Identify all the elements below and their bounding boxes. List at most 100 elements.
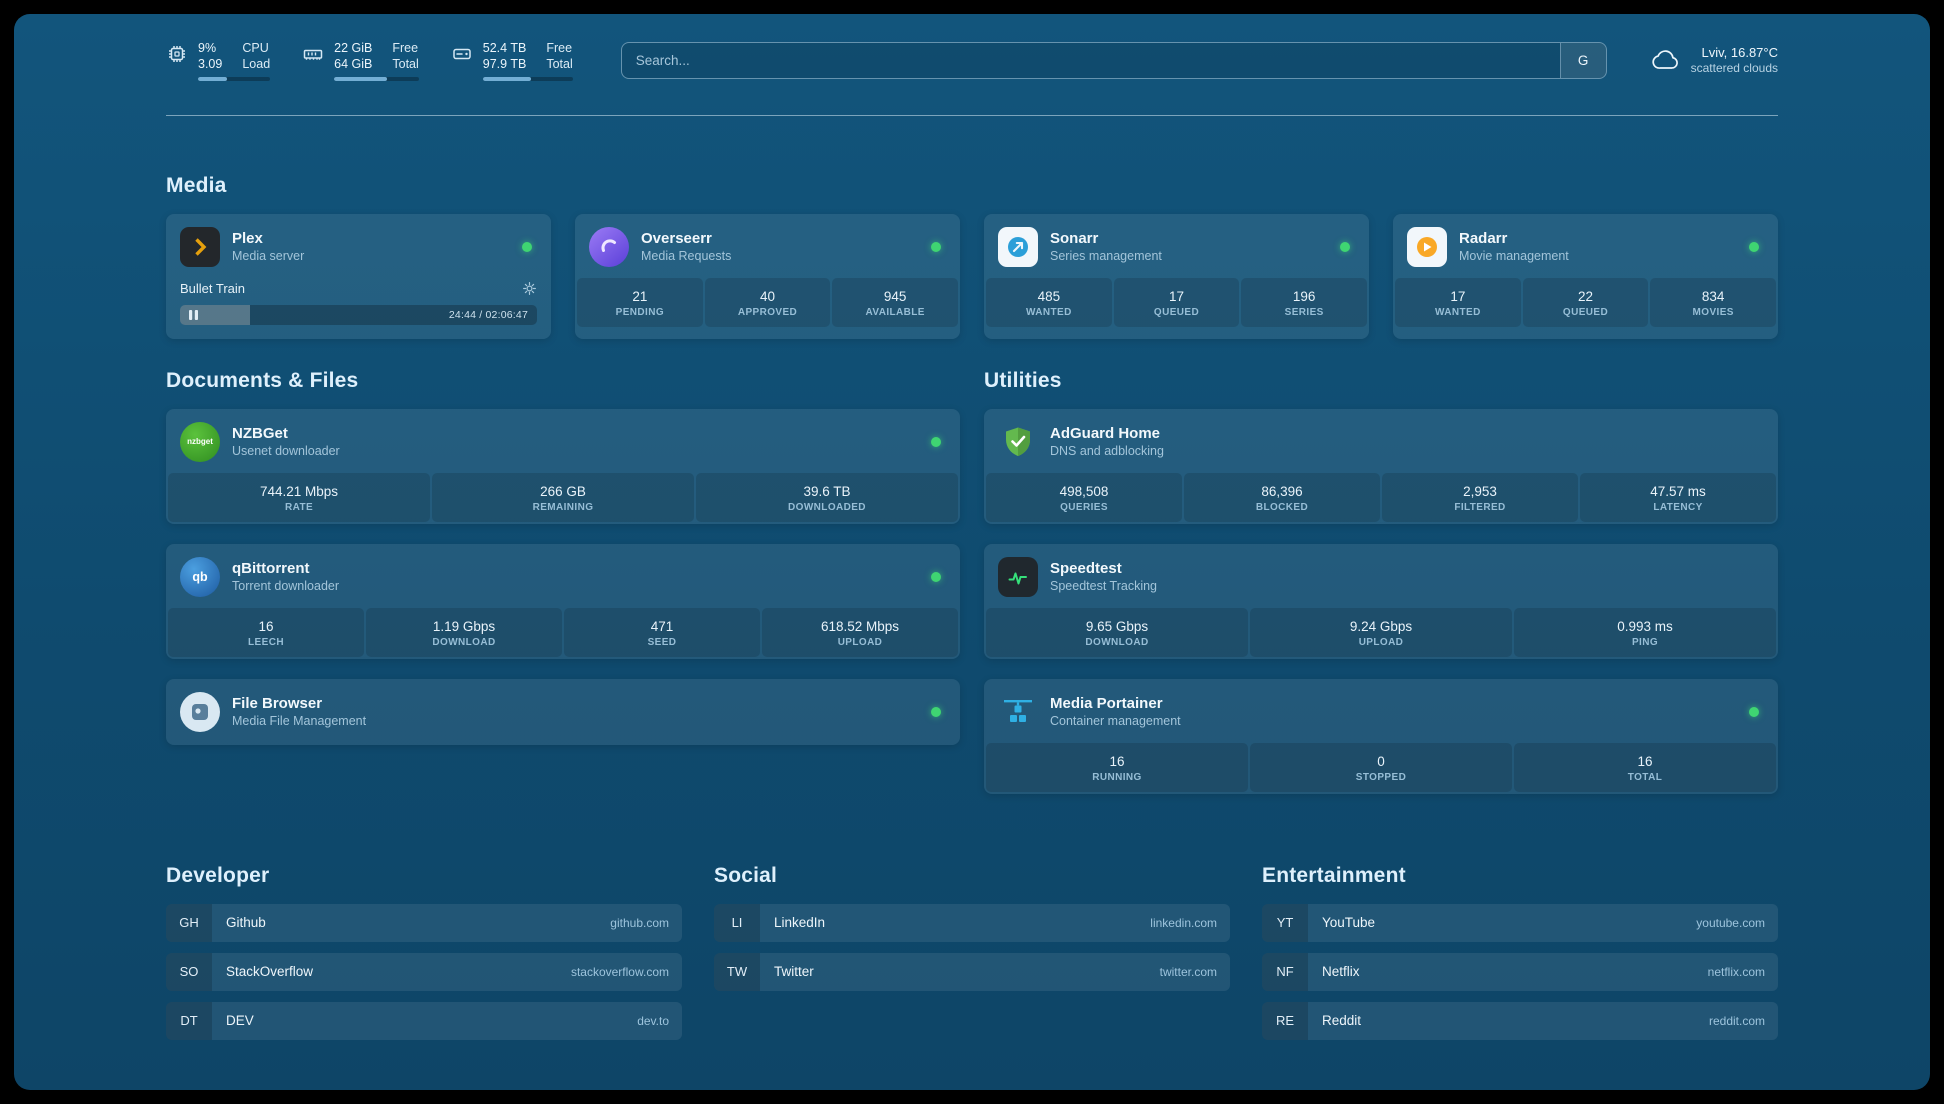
cpu-load-label: Load	[242, 57, 271, 71]
bookmark-group-social: Social LI LinkedIn linkedin.com TW Twitt…	[714, 864, 1230, 1040]
group-title-social: Social	[714, 863, 778, 887]
stat-total: 16 TOTAL	[1514, 742, 1776, 792]
bookmark-abbr: SO	[166, 952, 212, 991]
bookmark-reddit[interactable]: RE Reddit reddit.com	[1262, 1001, 1778, 1040]
radarr-link[interactable]: Radarr Movie management	[1395, 216, 1776, 278]
gear-icon[interactable]	[522, 281, 537, 296]
memory-progress-bar	[334, 77, 419, 81]
status-dot	[1340, 241, 1350, 252]
plex-now-playing: Bullet Train 24:44 / 02:06:47	[168, 278, 549, 337]
bookmark-abbr: GH	[166, 903, 212, 942]
bookmark-domain: stackoverflow.com	[570, 964, 669, 979]
bookmark-youtube[interactable]: YT YouTube youtube.com	[1262, 903, 1778, 942]
stat-filtered: 2,953 FILTERED	[1382, 472, 1578, 522]
service-name: Media Portainer	[1050, 695, 1163, 712]
bookmark-stackoverflow[interactable]: SO StackOverflow stackoverflow.com	[166, 952, 682, 991]
search-provider-button[interactable]: G	[1559, 42, 1606, 78]
bookmark-domain: youtube.com	[1696, 915, 1765, 930]
service-stats: 16 RUNNING 0 STOPPED 16 TOTAL	[986, 742, 1776, 792]
cpu-load: 3.09	[198, 57, 223, 71]
memory-widget: 22 GiB Free 64 GiB Total	[302, 40, 419, 81]
radarr-icon	[1407, 226, 1447, 267]
portainer-link[interactable]: Media Portainer Container management	[986, 681, 1776, 743]
sonarr-link[interactable]: Sonarr Series management	[986, 216, 1367, 278]
service-description: Speedtest Tracking	[1050, 579, 1158, 593]
cpu-progress-fill	[198, 77, 227, 81]
cpu-widget: 9% CPU 3.09 Load	[166, 40, 271, 81]
plex-icon	[180, 226, 220, 267]
service-card-sonarr: Sonarr Series management 485 WANTED 17 Q…	[984, 213, 1369, 339]
bookmark-netflix[interactable]: NF Netflix netflix.com	[1262, 952, 1778, 991]
service-stats: 485 WANTED 17 QUEUED 196 SERIES	[986, 277, 1368, 327]
service-card-plex: Plex Media server Bullet Train	[166, 213, 551, 339]
stat-wanted: 485 WANTED	[986, 277, 1112, 327]
service-name: Radarr	[1459, 230, 1508, 247]
playback-progress-fill	[180, 304, 250, 325]
stat-wanted: 17 WANTED	[1395, 277, 1521, 327]
bookmark-group-developer: Developer GH Github github.com SO StackO…	[166, 864, 682, 1040]
cloud-icon	[1651, 45, 1681, 75]
group-title-media: Media	[166, 173, 227, 197]
bookmark-github[interactable]: GH Github github.com	[166, 903, 682, 942]
adguard-link[interactable]: AdGuard Home DNS and adblocking	[986, 411, 1776, 473]
status-dot	[1749, 706, 1759, 717]
service-stats: 16 LEECH 1.19 Gbps DOWNLOAD 471 SEED 6	[168, 607, 958, 657]
service-description: Media server	[232, 249, 305, 263]
service-name: Speedtest	[1050, 560, 1122, 577]
playback-progress-bar[interactable]: 24:44 / 02:06:47	[180, 304, 537, 325]
stat-upload: 618.52 Mbps UPLOAD	[762, 607, 958, 657]
pause-button[interactable]	[188, 309, 199, 321]
search-bar: G	[620, 41, 1607, 79]
adguard-icon	[998, 422, 1038, 462]
header-divider	[166, 114, 1778, 116]
bookmark-name: StackOverflow	[226, 964, 314, 979]
service-stats: 21 PENDING 40 APPROVED 945 AVAILABLE	[577, 277, 959, 327]
now-playing-title: Bullet Train	[180, 280, 246, 296]
speedtest-link[interactable]: Speedtest Speedtest Tracking	[986, 546, 1776, 608]
overseerr-icon	[589, 226, 629, 267]
stat-available: 945 AVAILABLE	[832, 277, 959, 327]
bookmark-abbr: DT	[166, 1001, 212, 1040]
bookmark-abbr: YT	[1262, 903, 1308, 942]
bookmark-domain: reddit.com	[1708, 1013, 1765, 1028]
status-dot	[522, 241, 532, 252]
nzbget-link[interactable]: nzbget NZBGet Usenet downloader	[168, 411, 958, 473]
service-name: qBittorrent	[232, 560, 310, 577]
status-dot	[931, 436, 941, 447]
dashboard: 9% CPU 3.09 Load 22 GiB Free 64 G	[14, 14, 1930, 1090]
search-input[interactable]	[621, 42, 1560, 78]
service-name: File Browser	[232, 695, 323, 712]
bookmark-name: DEV	[226, 1013, 254, 1028]
stat-approved: 40 APPROVED	[704, 277, 831, 327]
filebrowser-icon	[180, 691, 220, 732]
weather-widget: Lviv, 16.87°C scattered clouds	[1651, 44, 1778, 76]
service-description: Torrent downloader	[232, 579, 340, 593]
disk-widget: 52.4 TB Free 97.9 TB Total	[451, 40, 573, 81]
qbittorrent-icon: qb	[180, 556, 220, 597]
stat-queued: 17 QUEUED	[1113, 277, 1240, 327]
group-title-utilities: Utilities	[984, 368, 1062, 392]
bookmark-name: Reddit	[1322, 1013, 1362, 1028]
portainer-icon	[998, 692, 1038, 732]
qbittorrent-link[interactable]: qb qBittorrent Torrent downloader	[168, 546, 958, 608]
stat-latency: 47.57 ms LATENCY	[1580, 472, 1776, 522]
filebrowser-link[interactable]: File Browser Media File Management	[168, 681, 958, 743]
stat-movies: 834 MOVIES	[1650, 277, 1777, 327]
stat-upload: 9.24 Gbps UPLOAD	[1250, 607, 1512, 657]
bookmark-name: YouTube	[1322, 915, 1376, 930]
cpu-icon	[166, 43, 188, 65]
bookmark-twitter[interactable]: TW Twitter twitter.com	[714, 952, 1230, 991]
service-stats: 744.21 Mbps RATE 266 GB REMAINING 39.6 T…	[168, 472, 958, 522]
disk-progress-fill	[482, 77, 532, 81]
bookmark-dev[interactable]: DT DEV dev.to	[166, 1001, 682, 1040]
plex-link[interactable]: Plex Media server	[168, 216, 549, 278]
bookmark-linkedin[interactable]: LI LinkedIn linkedin.com	[714, 903, 1230, 942]
service-card-adguard: AdGuard Home DNS and adblocking 498,508 …	[984, 408, 1778, 524]
sonarr-icon	[998, 226, 1038, 267]
overseerr-link[interactable]: Overseerr Media Requests	[577, 216, 958, 278]
group-documents-files: Documents & Files nzbget NZBGet Usenet d…	[166, 369, 960, 794]
service-card-radarr: Radarr Movie management 17 WANTED 22 QUE…	[1393, 213, 1778, 339]
service-description: Series management	[1050, 249, 1162, 263]
stat-blocked: 86,396 BLOCKED	[1184, 472, 1380, 522]
stat-seed: 471 SEED	[564, 607, 760, 657]
